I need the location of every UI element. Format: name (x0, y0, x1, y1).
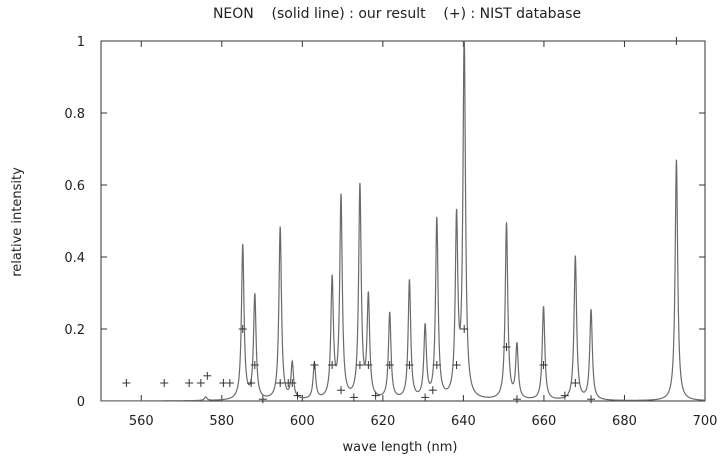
nist-marker (349, 393, 358, 402)
nist-marker (405, 361, 414, 369)
nist-marker (371, 391, 380, 400)
chart-title: NEON (solid line) : our result (+) : NIS… (213, 6, 581, 22)
y-tick-label: 1 (77, 35, 85, 50)
y-axis-label: relative intensity (10, 167, 25, 277)
x-tick-label: 620 (370, 414, 395, 429)
nist-marker (432, 361, 441, 369)
y-tick-label: 0 (77, 395, 85, 410)
nist-marker (225, 379, 234, 387)
nist-marker (587, 395, 596, 404)
nist-marker (196, 379, 205, 387)
nist-database-markers (122, 37, 681, 404)
nist-marker (336, 386, 345, 395)
y-tick-label: 0.8 (64, 107, 85, 122)
x-tick-label: 660 (532, 414, 557, 429)
nist-marker (560, 391, 569, 400)
nist-marker (203, 371, 212, 380)
nist-marker (355, 361, 364, 369)
nist-marker (247, 379, 256, 387)
nist-marker (250, 361, 259, 369)
nist-marker (421, 393, 430, 402)
nist-marker (539, 361, 548, 369)
y-axis: 0 0.2 0.4 0.6 0.8 1 (64, 35, 705, 410)
nist-marker (571, 379, 580, 387)
x-tick-label: 700 (693, 414, 718, 429)
nist-marker (258, 395, 267, 404)
x-tick-label: 600 (290, 414, 315, 429)
nist-marker (310, 361, 319, 369)
nist-marker (185, 379, 194, 387)
nist-marker (672, 37, 681, 45)
nist-marker (238, 325, 247, 333)
y-tick-label: 0.4 (64, 251, 85, 266)
x-tick-label: 580 (209, 414, 234, 429)
x-axis: 560 580 600 620 640 660 680 700 (129, 41, 718, 429)
x-tick-label: 560 (129, 414, 154, 429)
x-tick-label: 640 (451, 414, 476, 429)
x-tick-label: 680 (612, 414, 637, 429)
x-axis-label: wave length (nm) (342, 440, 457, 455)
nist-marker (512, 395, 521, 404)
y-tick-label: 0.2 (64, 323, 85, 338)
nist-marker (122, 379, 131, 387)
plot-frame (100, 40, 706, 402)
y-tick-label: 0.6 (64, 179, 85, 194)
nist-marker (276, 379, 285, 387)
nist-marker (385, 361, 394, 369)
nist-marker (460, 325, 469, 333)
nist-marker (502, 343, 511, 351)
nist-marker (288, 379, 297, 387)
nist-marker (364, 361, 373, 369)
nist-marker (328, 361, 337, 369)
nist-marker (293, 391, 302, 400)
nist-marker (160, 379, 169, 387)
series-line-our-result (101, 40, 706, 402)
nist-marker (428, 386, 437, 395)
nist-marker (452, 361, 461, 369)
